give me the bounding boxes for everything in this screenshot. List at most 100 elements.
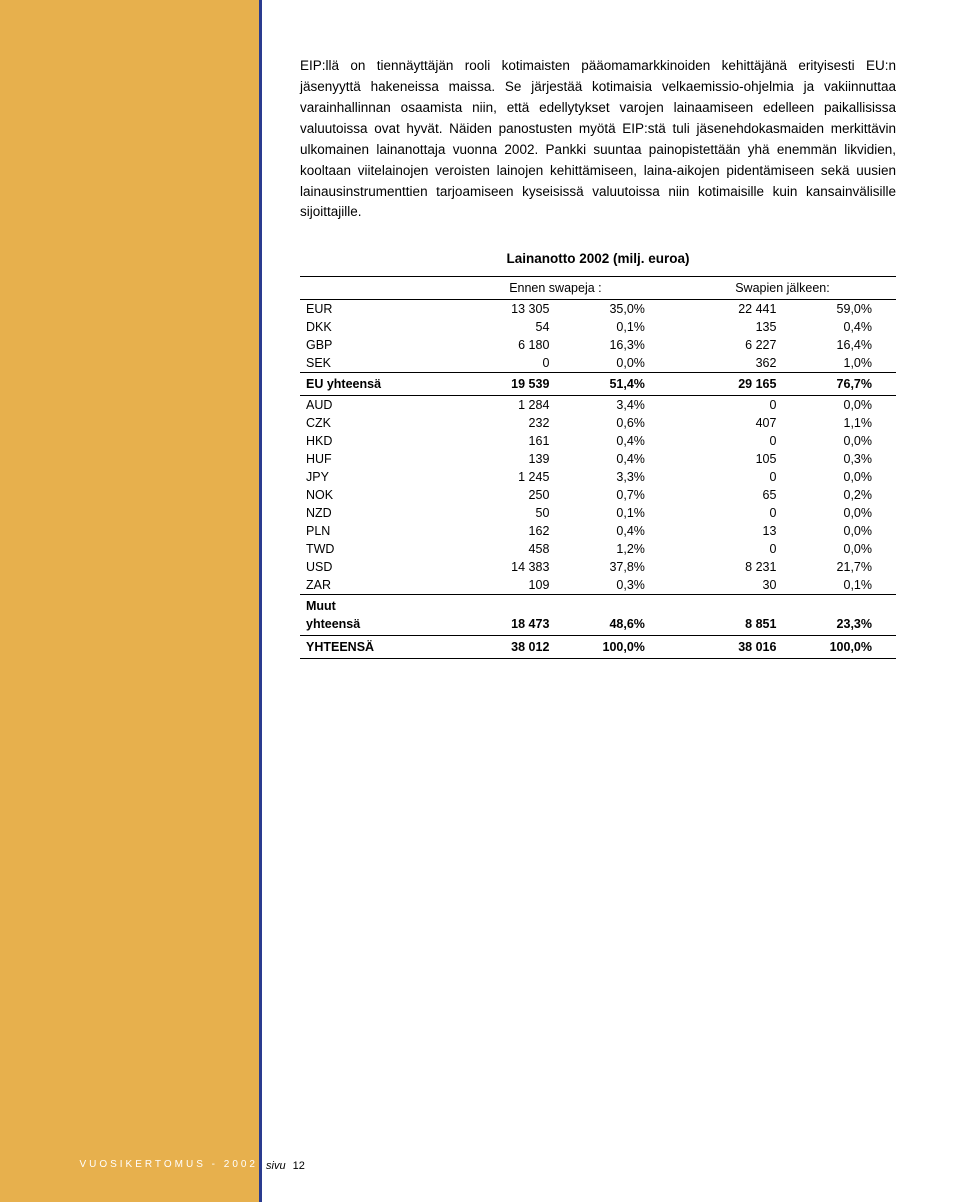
eu-total-pct-before: 51,4% xyxy=(555,373,669,396)
row-currency: CZK xyxy=(300,414,442,432)
row-currency: NZD xyxy=(300,504,442,522)
table-row: PLN1620,4%130,0% xyxy=(300,522,896,540)
row-amount: 30 xyxy=(669,576,783,595)
table-row: ZAR1090,3%300,1% xyxy=(300,576,896,595)
row-pct: 0,1% xyxy=(555,318,669,336)
row-currency: USD xyxy=(300,558,442,576)
table-row: TWD4581,2%00,0% xyxy=(300,540,896,558)
footer-report-title: VUOSIKERTOMUS - 2002 xyxy=(75,1157,262,1172)
row-pct: 0,4% xyxy=(555,450,669,468)
table-row: AUD1 2843,4%00,0% xyxy=(300,396,896,415)
row-pct: 16,4% xyxy=(782,336,896,354)
row-currency: AUD xyxy=(300,396,442,415)
row-pct: 1,1% xyxy=(782,414,896,432)
row-pct: 0,0% xyxy=(782,522,896,540)
footer-band: VUOSIKERTOMUS - 2002 xyxy=(0,1154,262,1172)
row-amount: 232 xyxy=(442,414,556,432)
row-amount: 250 xyxy=(442,486,556,504)
other-total-row-1: Muut xyxy=(300,595,896,616)
row-amount: 407 xyxy=(669,414,783,432)
row-amount: 13 xyxy=(669,522,783,540)
row-currency: NOK xyxy=(300,486,442,504)
row-pct: 37,8% xyxy=(555,558,669,576)
header-after-swaps: Swapien jälkeen: xyxy=(669,277,896,300)
row-pct: 0,4% xyxy=(782,318,896,336)
row-amount: 54 xyxy=(442,318,556,336)
table-title: Lainanotto 2002 (milj. euroa) xyxy=(300,251,896,266)
row-amount: 105 xyxy=(669,450,783,468)
row-currency: HKD xyxy=(300,432,442,450)
row-amount: 162 xyxy=(442,522,556,540)
row-pct: 35,0% xyxy=(555,300,669,319)
row-amount: 135 xyxy=(669,318,783,336)
row-pct: 0,3% xyxy=(782,450,896,468)
row-pct: 0,4% xyxy=(555,432,669,450)
eu-total-label: EU yhteensä xyxy=(300,373,442,396)
row-currency: PLN xyxy=(300,522,442,540)
row-pct: 0,0% xyxy=(782,396,896,415)
row-pct: 59,0% xyxy=(782,300,896,319)
row-currency: EUR xyxy=(300,300,442,319)
eu-total-amount-before: 19 539 xyxy=(442,373,556,396)
row-amount: 1 245 xyxy=(442,468,556,486)
row-currency: TWD xyxy=(300,540,442,558)
other-total-pct-before: 48,6% xyxy=(555,615,669,636)
row-amount: 0 xyxy=(669,432,783,450)
row-pct: 0,0% xyxy=(782,504,896,522)
row-currency: HUF xyxy=(300,450,442,468)
row-currency: SEK xyxy=(300,354,442,373)
row-amount: 161 xyxy=(442,432,556,450)
row-pct: 0,0% xyxy=(782,432,896,450)
row-pct: 0,4% xyxy=(555,522,669,540)
footer-page: sivu 12 xyxy=(266,1160,305,1172)
row-amount: 8 231 xyxy=(669,558,783,576)
row-amount: 0 xyxy=(669,540,783,558)
row-amount: 139 xyxy=(442,450,556,468)
row-pct: 0,7% xyxy=(555,486,669,504)
row-pct: 3,3% xyxy=(555,468,669,486)
row-currency: ZAR xyxy=(300,576,442,595)
row-amount: 0 xyxy=(669,396,783,415)
row-amount: 0 xyxy=(669,468,783,486)
page-content: EIP:llä on tiennäyttäjän rooli kotimaist… xyxy=(300,56,896,659)
row-amount: 0 xyxy=(669,504,783,522)
row-amount: 65 xyxy=(669,486,783,504)
table-row: JPY1 2453,3%00,0% xyxy=(300,468,896,486)
grand-total-label: YHTEENSÄ xyxy=(300,636,442,659)
row-currency: DKK xyxy=(300,318,442,336)
other-total-label-2: yhteensä xyxy=(300,615,442,636)
grand-total-pct-after: 100,0% xyxy=(782,636,896,659)
row-amount: 1 284 xyxy=(442,396,556,415)
table-row: USD14 38337,8%8 23121,7% xyxy=(300,558,896,576)
row-amount: 14 383 xyxy=(442,558,556,576)
row-pct: 0,1% xyxy=(555,504,669,522)
row-amount: 13 305 xyxy=(442,300,556,319)
grand-total-pct-before: 100,0% xyxy=(555,636,669,659)
row-pct: 21,7% xyxy=(782,558,896,576)
table-row: HUF1390,4%1050,3% xyxy=(300,450,896,468)
row-pct: 1,0% xyxy=(782,354,896,373)
row-pct: 0,0% xyxy=(782,468,896,486)
table-row: NOK2500,7%650,2% xyxy=(300,486,896,504)
other-total-amount-before: 18 473 xyxy=(442,615,556,636)
row-pct: 0,6% xyxy=(555,414,669,432)
eu-total-row: EU yhteensä 19 539 51,4% 29 165 76,7% xyxy=(300,373,896,396)
grand-total-row: YHTEENSÄ 38 012 100,0% 38 016 100,0% xyxy=(300,636,896,659)
row-pct: 0,3% xyxy=(555,576,669,595)
sidebar-band xyxy=(0,0,262,1202)
row-currency: GBP xyxy=(300,336,442,354)
row-amount: 0 xyxy=(442,354,556,373)
row-pct: 16,3% xyxy=(555,336,669,354)
borrowing-table: Ennen swapeja : Swapien jälkeen: EUR13 3… xyxy=(300,276,896,659)
body-paragraph: EIP:llä on tiennäyttäjän rooli kotimaist… xyxy=(300,56,896,223)
header-before-swaps: Ennen swapeja : xyxy=(442,277,669,300)
table-row: GBP6 18016,3%6 22716,4% xyxy=(300,336,896,354)
row-pct: 0,2% xyxy=(782,486,896,504)
table-header-row: Ennen swapeja : Swapien jälkeen: xyxy=(300,277,896,300)
row-amount: 109 xyxy=(442,576,556,595)
row-amount: 6 227 xyxy=(669,336,783,354)
row-amount: 362 xyxy=(669,354,783,373)
table-row: NZD500,1%00,0% xyxy=(300,504,896,522)
eu-total-amount-after: 29 165 xyxy=(669,373,783,396)
eu-total-pct-after: 76,7% xyxy=(782,373,896,396)
